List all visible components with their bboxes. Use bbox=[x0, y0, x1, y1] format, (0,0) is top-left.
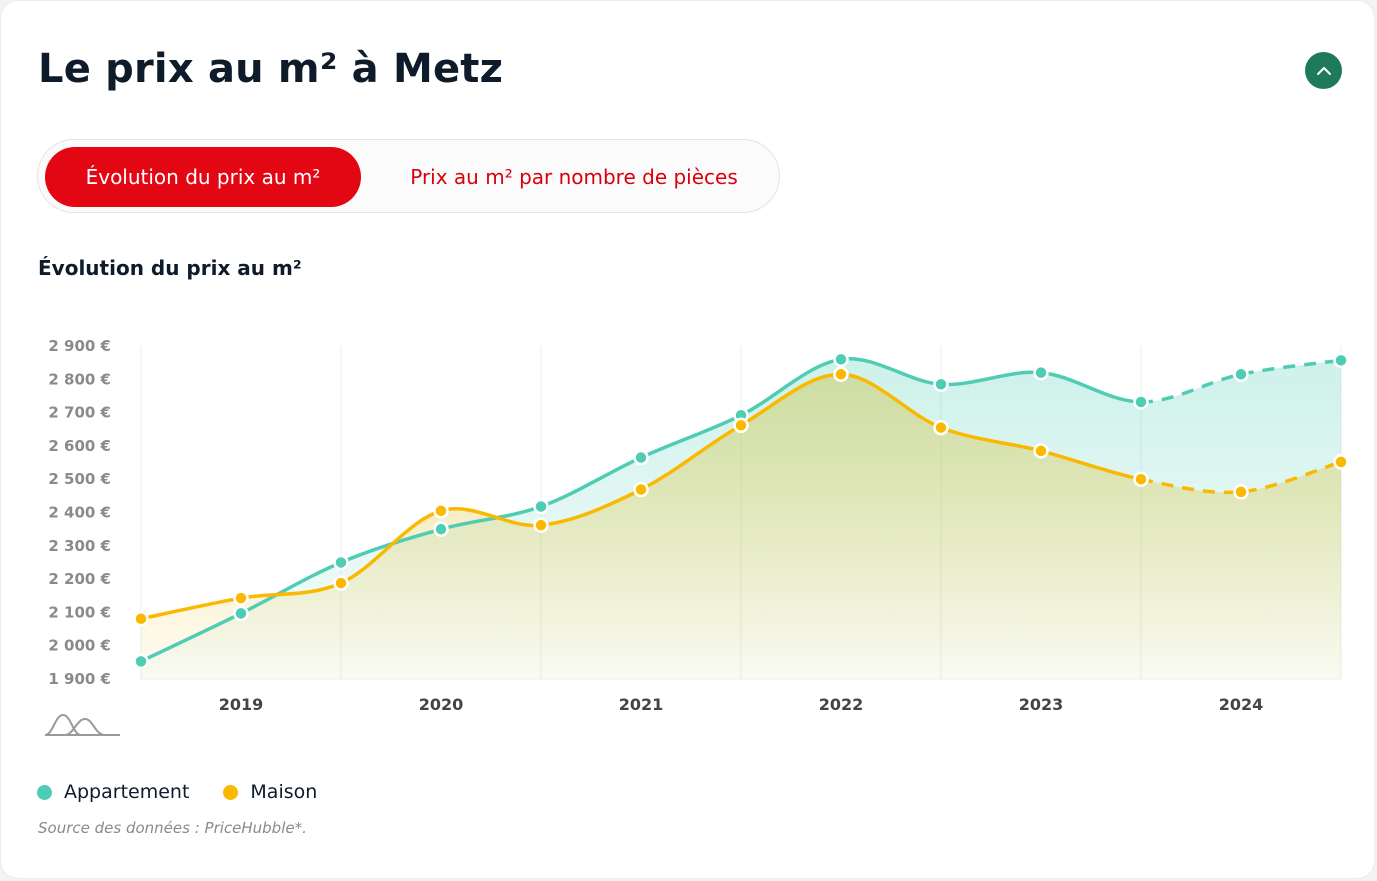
data-point-appartement[interactable] bbox=[1233, 366, 1249, 383]
data-point-appartement[interactable] bbox=[533, 498, 549, 515]
x-axis: 2019 2020 2021 2022 2023 2024 bbox=[219, 695, 1264, 714]
data-point-appartement[interactable] bbox=[1133, 394, 1149, 410]
data-point-maison[interactable] bbox=[433, 503, 449, 519]
area-maison bbox=[141, 374, 1341, 679]
chevron-up-icon bbox=[1316, 66, 1331, 75]
x-tick-label: 2024 bbox=[1219, 695, 1264, 714]
data-point-appartement[interactable] bbox=[333, 554, 349, 571]
x-tick-label: 2019 bbox=[219, 695, 264, 714]
legend-item-maison[interactable]: Maison bbox=[223, 781, 317, 803]
y-tick-label: 2 700 € bbox=[48, 404, 111, 422]
legend-dot-appartement bbox=[37, 784, 52, 800]
collapse-button[interactable] bbox=[1305, 52, 1342, 89]
series-line-projected-maison bbox=[1140, 460, 1342, 495]
y-tick-label: 2 300 € bbox=[48, 537, 111, 555]
chart-heading: Évolution du prix au m² bbox=[38, 256, 302, 280]
y-tick-label: 2 600 € bbox=[48, 437, 111, 455]
page-title: Le prix au m² à Metz bbox=[38, 46, 504, 92]
data-point-maison[interactable] bbox=[333, 575, 349, 591]
y-axis: 1 900 € 2 000 € 2 100 € 2 200 € 2 300 € 2 400… bbox=[48, 337, 111, 688]
chart-areas bbox=[141, 358, 1341, 679]
data-point-appartement[interactable] bbox=[833, 351, 849, 368]
chart-legend: Appartement Maison bbox=[37, 781, 351, 803]
y-tick-label: 2 800 € bbox=[48, 370, 111, 388]
data-point-maison[interactable] bbox=[833, 366, 849, 383]
data-source: Source des données : PriceHubble*. bbox=[38, 819, 307, 837]
x-tick-label: 2022 bbox=[819, 695, 864, 714]
pricehubble-logo bbox=[44, 713, 120, 736]
y-tick-label: 2 200 € bbox=[48, 570, 111, 588]
y-tick-label: 2 400 € bbox=[48, 504, 111, 522]
data-point-appartement[interactable] bbox=[1033, 364, 1049, 381]
series-line-projected-appartement bbox=[1140, 358, 1342, 404]
price-chart: 1 900 € 2 000 € 2 100 € 2 200 € 2 300 € 2 400… bbox=[44, 337, 1349, 736]
data-point-maison[interactable] bbox=[533, 517, 549, 533]
data-point-maison[interactable] bbox=[733, 417, 749, 434]
tab-evolution[interactable]: Évolution du prix au m² bbox=[45, 147, 361, 207]
tab-rooms[interactable]: Prix au m² par nombre de pièces bbox=[374, 147, 774, 207]
tab-bar: Évolution du prix au m² Prix au m² par n… bbox=[37, 139, 780, 213]
data-point-maison[interactable] bbox=[133, 610, 149, 627]
data-point-maison[interactable] bbox=[233, 590, 249, 606]
legend-dot-maison bbox=[223, 784, 239, 800]
data-point-maison[interactable] bbox=[633, 481, 649, 498]
legend-item-appartement[interactable]: Appartement bbox=[37, 781, 189, 803]
data-point-appartement[interactable] bbox=[133, 653, 149, 670]
y-tick-label: 2 900 € bbox=[48, 337, 111, 355]
x-tick-label: 2020 bbox=[419, 695, 464, 714]
data-point-maison[interactable] bbox=[1033, 443, 1049, 459]
chart-points bbox=[133, 351, 1349, 670]
data-point-appartement[interactable] bbox=[933, 376, 949, 393]
data-point-maison[interactable] bbox=[933, 419, 949, 436]
x-tick-label: 2021 bbox=[619, 695, 664, 714]
data-point-maison[interactable] bbox=[1333, 454, 1349, 470]
data-point-appartement[interactable] bbox=[233, 605, 249, 622]
data-point-maison[interactable] bbox=[1133, 471, 1149, 487]
x-tick-label: 2023 bbox=[1019, 695, 1064, 714]
data-point-maison[interactable] bbox=[1233, 484, 1249, 500]
y-tick-label: 2 100 € bbox=[48, 603, 111, 621]
y-tick-label: 2 000 € bbox=[48, 637, 111, 655]
y-tick-label: 2 500 € bbox=[48, 470, 111, 488]
data-point-appartement[interactable] bbox=[633, 449, 649, 466]
legend-label: Appartement bbox=[64, 781, 190, 803]
data-point-appartement[interactable] bbox=[1333, 352, 1349, 369]
data-point-appartement[interactable] bbox=[433, 521, 449, 537]
y-tick-label: 1 900 € bbox=[48, 670, 111, 688]
legend-label: Maison bbox=[250, 781, 318, 803]
